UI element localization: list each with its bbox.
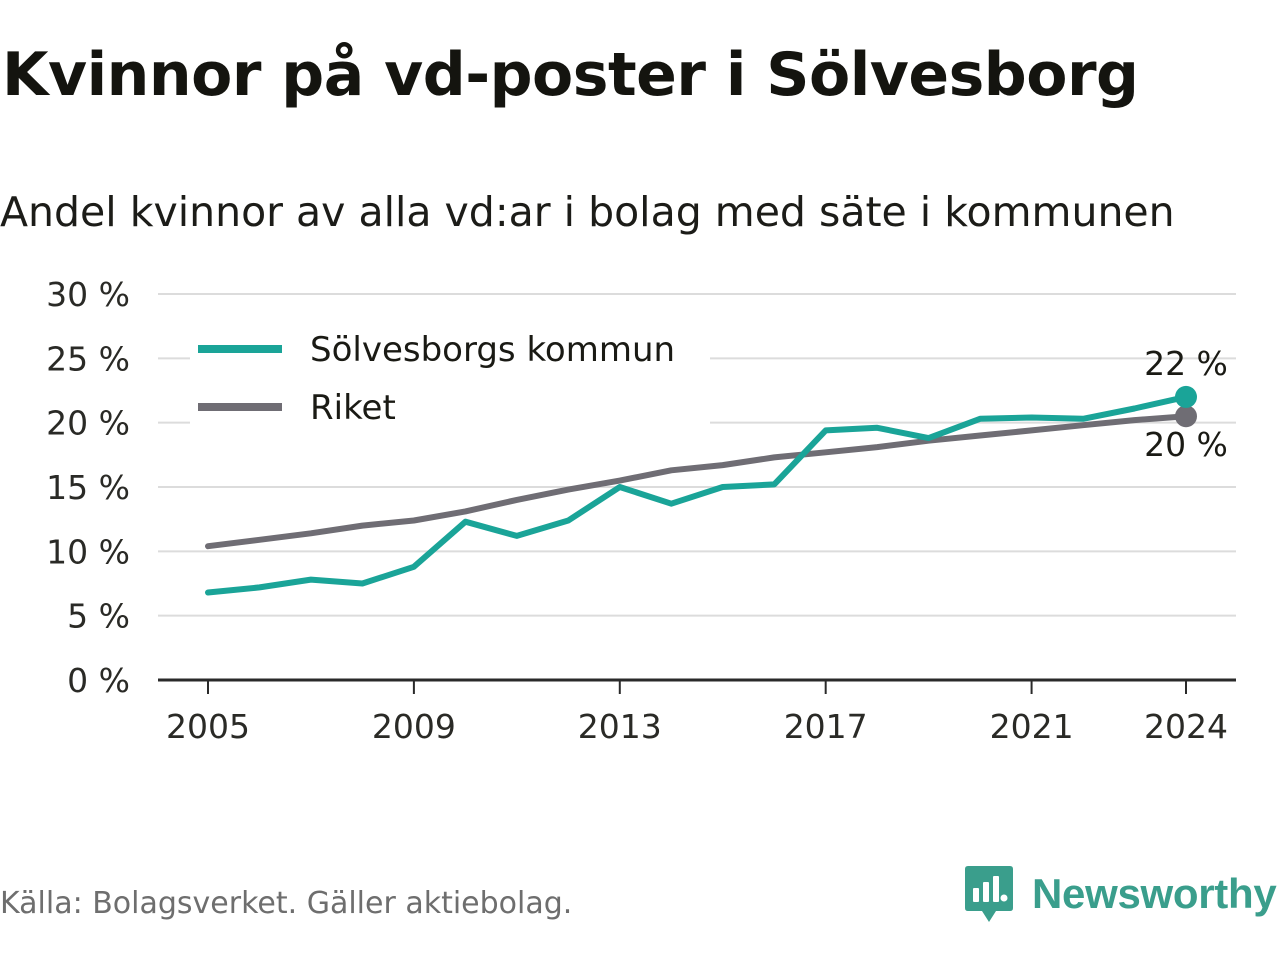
x-tick-label: 2013 [578,707,662,746]
x-tick-label: 2009 [372,707,456,746]
end-label-riket: 20 % [1144,425,1228,464]
legend: Sölvesborgs kommun Riket [190,323,710,433]
series-end-marker [1175,405,1197,428]
x-tick-label: 2005 [166,707,250,746]
y-tick-label: 20 % [46,404,130,443]
x-tick-label: 2021 [990,707,1074,746]
legend-label: Riket [310,388,396,428]
chart-title: Kvinnor på vd-poster i Sölvesborg [2,40,1139,110]
series-lines [205,385,1197,596]
y-tick-label: 15 % [46,468,130,507]
end-labels: 22 % 20 % [1144,344,1228,464]
source-note: Källa: Bolagsverket. Gäller aktiebolag. [0,886,573,921]
series-line [205,393,1189,596]
y-tick-label: 25 % [46,339,130,378]
legend-label: Sölvesborgs kommun [310,330,675,370]
y-axis-ticks: 0 % 5 % 10 % 15 % 20 % 25 % 30 % [46,275,130,700]
series-end-marker [1175,385,1197,408]
brand-logo: Newsworthy [964,864,1277,924]
brand-name: Newsworthy [1032,870,1277,917]
x-tick-label: 2017 [784,707,868,746]
x-axis: 2005 2009 2013 2017 2021 2024 [158,678,1236,746]
y-tick-label: 0 % [67,661,130,700]
end-label-solvesborg: 22 % [1144,344,1228,383]
y-tick-label: 5 % [67,597,130,636]
x-tick-label: 2024 [1144,707,1228,746]
y-tick-label: 10 % [46,532,130,571]
y-tick-label: 30 % [46,275,130,314]
chart-subtitle: Andel kvinnor av alla vd:ar i bolag med … [0,188,1175,236]
newsworthy-logo-icon [965,866,1013,922]
series-line [205,413,1189,550]
